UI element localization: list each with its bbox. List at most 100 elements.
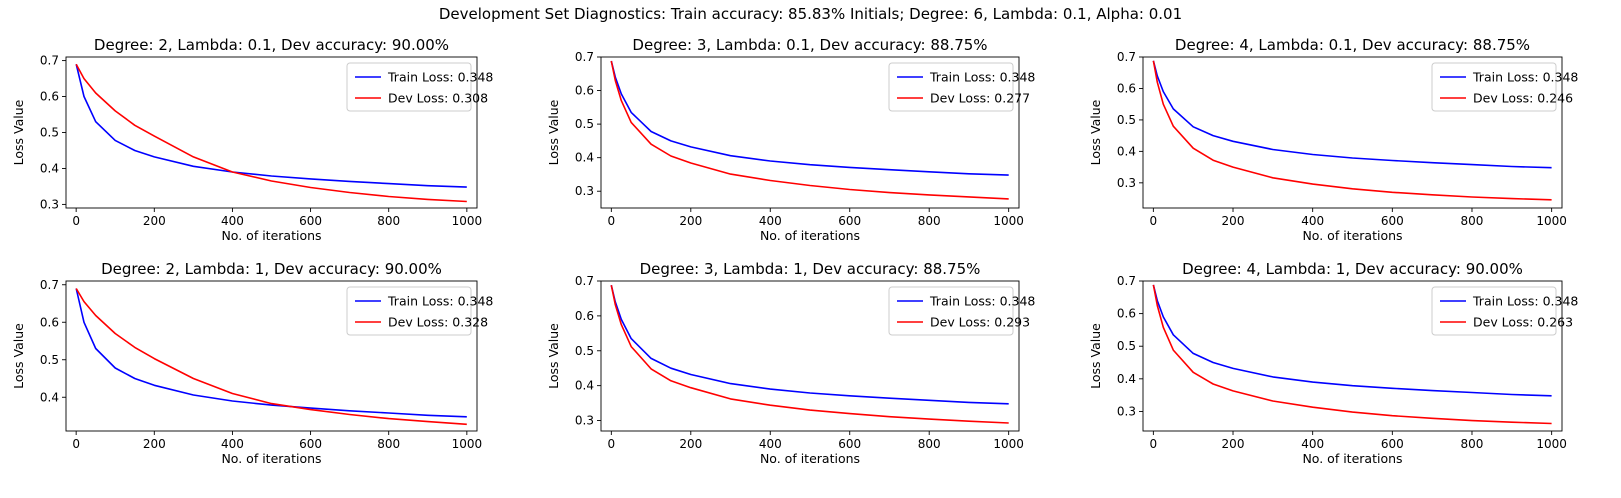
subplot-4: Degree: 2, Lambda: 1, Dev accuracy: 90.0… bbox=[11, 260, 493, 466]
axes-frame bbox=[600, 56, 1020, 209]
axes-frame bbox=[1142, 280, 1563, 432]
x-tick-label: 0 bbox=[1150, 437, 1158, 451]
x-tick-label: 200 bbox=[1222, 214, 1245, 228]
x-tick-label: 0 bbox=[608, 214, 616, 228]
subplot-5: Degree: 3, Lambda: 1, Dev accuracy: 88.7… bbox=[546, 260, 1035, 466]
x-axis-label: No. of iterations bbox=[760, 228, 860, 243]
legend-dev-label: Dev Loss: 0.246 bbox=[1473, 91, 1573, 106]
subplot-title: Degree: 3, Lambda: 1, Dev accuracy: 88.7… bbox=[640, 260, 981, 278]
y-tick-label: 0.6 bbox=[575, 84, 594, 98]
x-tick-label: 800 bbox=[377, 214, 400, 228]
y-tick-label: 0.7 bbox=[40, 54, 59, 68]
y-axis-label: Loss Value bbox=[1088, 99, 1103, 165]
dev-loss-line bbox=[75, 63, 467, 203]
y-tick-label: 0.5 bbox=[1117, 339, 1136, 353]
dev-loss-line bbox=[75, 288, 467, 426]
x-tick-label: 400 bbox=[221, 437, 244, 451]
x-axis-label: No. of iterations bbox=[221, 451, 321, 466]
subplot-1: Degree: 2, Lambda: 0.1, Dev accuracy: 90… bbox=[11, 36, 493, 243]
legend-dev-label: Dev Loss: 0.328 bbox=[388, 315, 488, 330]
x-tick-label: 0 bbox=[72, 437, 80, 451]
x-tick-label: 400 bbox=[221, 214, 244, 228]
legend-box bbox=[1431, 62, 1557, 112]
train-loss-line bbox=[1152, 284, 1552, 397]
x-tick-label: 600 bbox=[838, 214, 861, 228]
y-tick-label: 0.4 bbox=[575, 151, 594, 165]
train-loss-line bbox=[75, 288, 467, 418]
subplot-title: Degree: 4, Lambda: 1, Dev accuracy: 90.0… bbox=[1182, 260, 1523, 278]
y-tick-label: 0.6 bbox=[40, 90, 59, 104]
legend-dev-label: Dev Loss: 0.263 bbox=[1473, 315, 1573, 330]
y-tick-label: 0.4 bbox=[40, 161, 59, 175]
axes-frame bbox=[600, 280, 1020, 432]
x-tick-label: 1000 bbox=[452, 214, 483, 228]
y-tick-label: 0.4 bbox=[40, 390, 59, 404]
y-axis-label: Loss Value bbox=[11, 323, 26, 389]
legend-dev-label: Dev Loss: 0.293 bbox=[930, 315, 1030, 330]
legend: Train Loss: 0.348 Dev Loss: 0.246 bbox=[1431, 62, 1578, 112]
legend: Train Loss: 0.348 Dev Loss: 0.308 bbox=[346, 62, 493, 112]
x-tick-label: 200 bbox=[143, 437, 166, 451]
legend-train-label: Train Loss: 0.348 bbox=[1472, 70, 1578, 85]
x-tick-label: 800 bbox=[918, 214, 941, 228]
x-tick-label: 600 bbox=[1381, 214, 1404, 228]
y-tick-label: 0.3 bbox=[40, 197, 59, 211]
legend-box bbox=[346, 62, 472, 112]
legend: Train Loss: 0.348 Dev Loss: 0.293 bbox=[888, 286, 1035, 336]
y-tick-label: 0.3 bbox=[575, 184, 594, 198]
y-tick-label: 0.7 bbox=[40, 278, 59, 292]
x-tick-label: 1000 bbox=[993, 214, 1024, 228]
x-axis-label: No. of iterations bbox=[1302, 228, 1402, 243]
legend-box bbox=[888, 286, 1014, 336]
x-tick-label: 0 bbox=[608, 437, 616, 451]
y-tick-label: 0.6 bbox=[1117, 81, 1136, 95]
legend: Train Loss: 0.348 Dev Loss: 0.277 bbox=[888, 62, 1035, 112]
subplot-title: Degree: 3, Lambda: 0.1, Dev accuracy: 88… bbox=[632, 36, 987, 54]
legend-dev-label: Dev Loss: 0.277 bbox=[930, 91, 1030, 106]
y-tick-label: 0.7 bbox=[1117, 50, 1136, 64]
legend-train-label: Train Loss: 0.348 bbox=[929, 294, 1035, 309]
y-tick-label: 0.3 bbox=[1117, 176, 1136, 190]
legend-train-label: Train Loss: 0.348 bbox=[1472, 294, 1578, 309]
y-tick-label: 0.6 bbox=[40, 315, 59, 329]
legend-box bbox=[346, 286, 472, 336]
y-tick-label: 0.3 bbox=[1117, 404, 1136, 418]
x-tick-label: 0 bbox=[1150, 214, 1158, 228]
y-axis-label: Loss Value bbox=[546, 99, 561, 165]
axes-frame bbox=[1142, 56, 1563, 209]
x-tick-label: 600 bbox=[299, 437, 322, 451]
legend-train-label: Train Loss: 0.348 bbox=[929, 70, 1035, 85]
x-tick-label: 1000 bbox=[452, 437, 483, 451]
x-tick-label: 600 bbox=[299, 214, 322, 228]
y-tick-label: 0.5 bbox=[575, 344, 594, 358]
y-tick-label: 0.5 bbox=[1117, 113, 1136, 127]
y-tick-label: 0.6 bbox=[1117, 307, 1136, 321]
x-tick-label: 200 bbox=[143, 214, 166, 228]
x-tick-label: 400 bbox=[759, 214, 782, 228]
x-tick-label: 600 bbox=[1381, 437, 1404, 451]
x-tick-label: 200 bbox=[679, 437, 702, 451]
subplot-title: Degree: 2, Lambda: 1, Dev accuracy: 90.0… bbox=[101, 260, 442, 278]
subplot-6: Degree: 4, Lambda: 1, Dev accuracy: 90.0… bbox=[1088, 260, 1578, 466]
y-tick-label: 0.4 bbox=[575, 379, 594, 393]
y-tick-label: 0.3 bbox=[575, 414, 594, 428]
y-tick-label: 0.7 bbox=[575, 274, 594, 288]
dev-loss-line bbox=[610, 60, 1009, 200]
train-loss-line bbox=[75, 64, 467, 188]
x-tick-label: 400 bbox=[1301, 214, 1324, 228]
dev-loss-line bbox=[1152, 60, 1552, 201]
legend-train-label: Train Loss: 0.348 bbox=[387, 294, 493, 309]
subplot-3: Degree: 4, Lambda: 0.1, Dev accuracy: 88… bbox=[1088, 36, 1578, 243]
y-tick-label: 0.4 bbox=[1117, 372, 1136, 386]
legend-box bbox=[1431, 286, 1557, 336]
y-axis-label: Loss Value bbox=[11, 99, 26, 165]
dev-loss-line bbox=[1152, 284, 1552, 425]
y-tick-label: 0.4 bbox=[1117, 144, 1136, 158]
y-axis-label: Loss Value bbox=[1088, 323, 1103, 389]
x-axis-label: No. of iterations bbox=[760, 451, 860, 466]
y-tick-label: 0.6 bbox=[575, 309, 594, 323]
legend-box bbox=[888, 62, 1014, 112]
legend-dev-label: Dev Loss: 0.308 bbox=[388, 91, 488, 106]
x-tick-label: 800 bbox=[1461, 214, 1484, 228]
